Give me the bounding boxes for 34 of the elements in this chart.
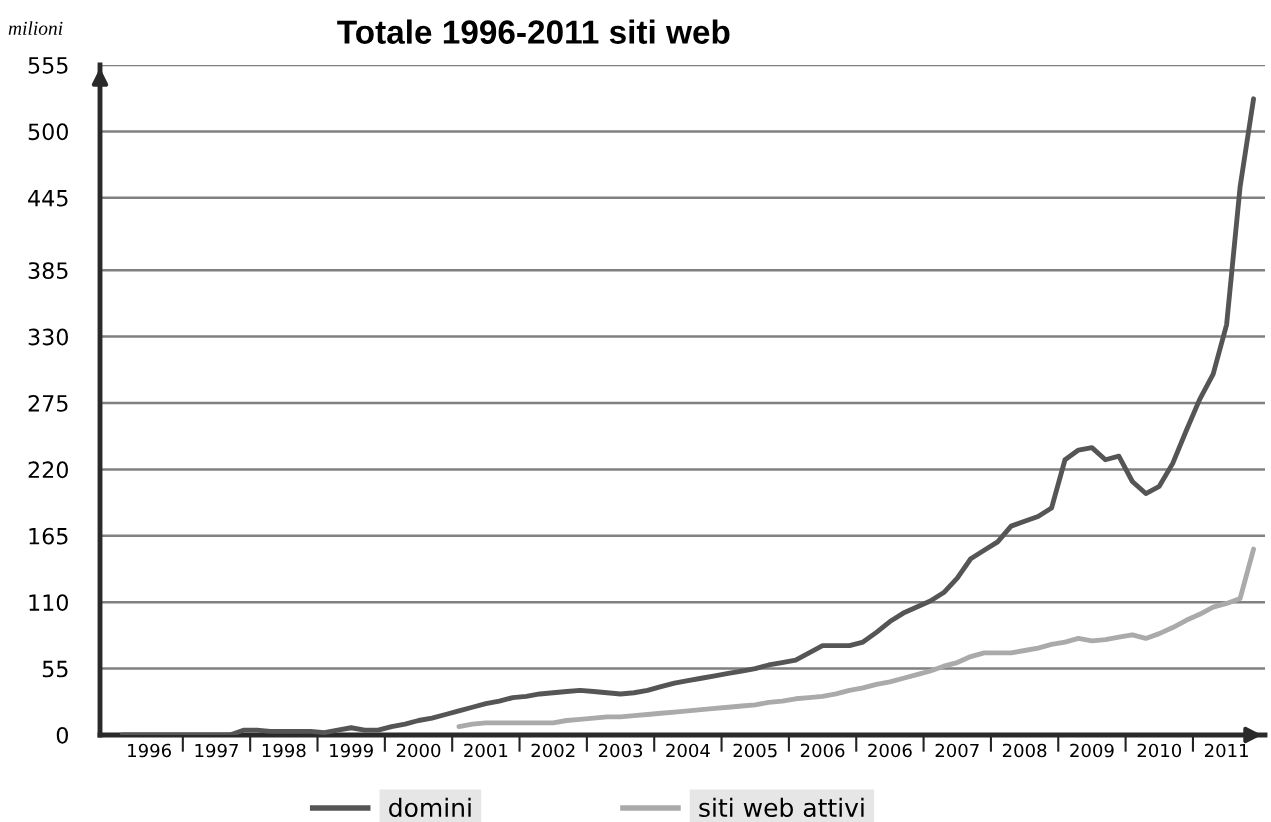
y-axis-title: milioni [8, 21, 63, 35]
y-tick-label: 500 [28, 123, 68, 141]
y-tick-label: 55 [42, 660, 68, 678]
legend-label: domini [389, 797, 471, 818]
x-tick-label: 1996 [128, 743, 171, 758]
x-tick-label: 2006 [868, 743, 912, 758]
legend-label: siti web attivi [699, 797, 864, 818]
x-tick-label: 2001 [464, 743, 508, 758]
y-tick-label: 0 [56, 726, 68, 744]
line-series [119, 96, 1256, 735]
x-tick-label: 2009 [1070, 743, 1114, 758]
x-tick-label: 1998 [262, 743, 306, 758]
x-tick-label: 2000 [396, 743, 441, 758]
x-tick-label: 2006 [800, 743, 845, 758]
chart-title: Totale 1996-2011 siti web [337, 19, 730, 44]
x-tick-label: 2008 [1002, 743, 1047, 758]
y-tick-label: 220 [28, 461, 68, 479]
x-tick-label: 2004 [666, 743, 710, 758]
y-tick-label: 110 [29, 594, 68, 611]
x-tick-label: 2003 [598, 743, 643, 758]
x-tick-label: 2007 [935, 743, 979, 758]
y-tick-label: 275 [28, 394, 68, 412]
y-tick-label: 385 [28, 262, 68, 279]
y-tick-label: 555 [28, 57, 68, 74]
x-tick-label: 1999 [330, 743, 373, 758]
x-tick-label: 2010 [1137, 743, 1182, 758]
x-tick-label: 1997 [195, 743, 238, 758]
y-tick-label: 330 [28, 328, 68, 346]
x-tick-label: 2005 [733, 743, 777, 758]
y-tick-label: 445 [28, 190, 68, 207]
x-tick-label: 2002 [531, 743, 575, 758]
line-series [456, 546, 1256, 729]
y-tick-label: 165 [29, 527, 68, 545]
x-tick-label: 2011 [1204, 743, 1248, 758]
